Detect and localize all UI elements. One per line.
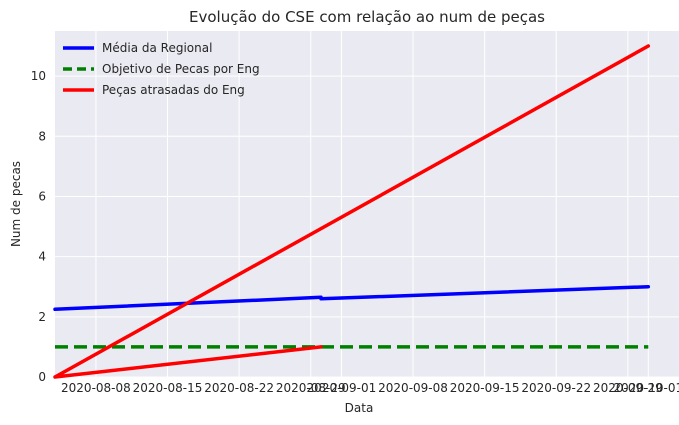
- legend-label-2: Objetivo de Pecas por Eng: [102, 62, 260, 76]
- x-tick-label: 2020-09-29: [593, 381, 663, 395]
- y-tick-label: 10: [31, 69, 46, 83]
- grid: [55, 31, 679, 378]
- series-layer: [53, 44, 651, 379]
- y-tick-labels: 0 2 4 6 8 10: [31, 69, 46, 384]
- y-tick-label: 2: [38, 310, 46, 324]
- x-tick-label: 2020-09-22: [521, 381, 591, 395]
- legend: Média da Regional Objetivo de Pecas por E…: [63, 41, 260, 97]
- x-tick-label: 2020-09-01: [307, 381, 377, 395]
- y-tick-label: 6: [38, 189, 46, 203]
- x-tick-label: 2020-08-29: [276, 381, 346, 395]
- x-tick-label: 2020-09-08: [378, 381, 448, 395]
- y-axis-title: Num de pecas: [9, 161, 23, 247]
- y-tick-label: 0: [38, 370, 46, 384]
- chart-title: Evolução do CSE com relação ao num de pe…: [189, 8, 545, 26]
- legend-label-3: Peças atrasadas do Eng: [102, 83, 245, 97]
- x-tick-label: 2020-09-15: [450, 381, 520, 395]
- x-tick-label: 2020-08-22: [204, 381, 274, 395]
- y-tick-label: 8: [38, 129, 46, 143]
- x-axis-title: Data: [345, 401, 374, 415]
- x-tick-label: 2020-08-15: [133, 381, 203, 395]
- legend-label-1: Média da Regional: [102, 41, 212, 55]
- x-tick-label: 2020-10-01: [613, 381, 679, 395]
- series-line-3: [53, 44, 651, 379]
- x-tick-labels: 2020-08-08 2020-08-15 2020-08-22 2020-08-29…: [61, 381, 679, 395]
- x-tick-label: 2020-08-08: [61, 381, 131, 395]
- y-tick-label: 4: [38, 250, 46, 264]
